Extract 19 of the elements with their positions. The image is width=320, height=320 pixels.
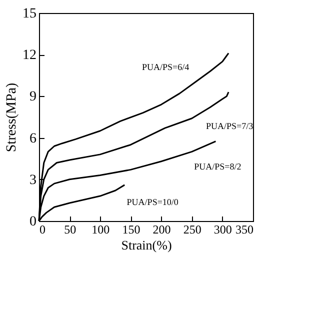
y-tick-label: 9: [30, 90, 36, 105]
y-axis-title: Stress(MPa): [4, 82, 20, 152]
y-tick-label: 3: [30, 172, 36, 188]
x-tick-label: 150: [122, 222, 140, 236]
x-tick-label: 350: [236, 222, 254, 236]
series-label: PUA/PS=8/2: [194, 161, 242, 172]
series-label: PUA/PS=10/0: [126, 196, 179, 207]
x-tick-label: 300: [214, 222, 232, 236]
x-tick-label: 200: [152, 222, 171, 236]
y-tick-label: 15: [22, 6, 36, 22]
x-axis-title: Strain(%): [121, 238, 172, 252]
x-tick-label: 50: [64, 222, 76, 236]
x-tick-label: 100: [92, 222, 110, 236]
x-tick-label: 0: [40, 222, 46, 236]
y-tick-label: 6: [30, 131, 36, 146]
x-tick-label: 250: [183, 222, 202, 236]
series-label: PUA/PS=6/4: [142, 62, 190, 72]
y-tick-label: 12: [22, 48, 36, 64]
series-label: PUA/PS=7/3: [206, 121, 254, 132]
